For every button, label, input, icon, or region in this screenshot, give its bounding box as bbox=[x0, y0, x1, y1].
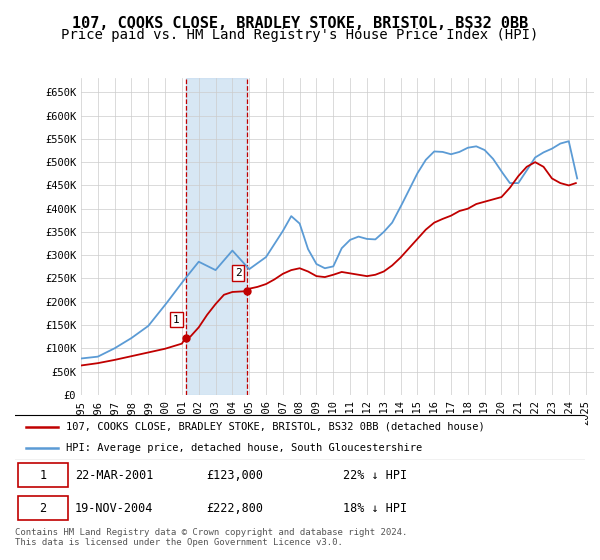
Text: 22% ↓ HPI: 22% ↓ HPI bbox=[343, 469, 407, 482]
FancyBboxPatch shape bbox=[18, 463, 68, 487]
Text: HPI: Average price, detached house, South Gloucestershire: HPI: Average price, detached house, Sout… bbox=[66, 443, 422, 453]
Text: 1: 1 bbox=[173, 315, 180, 325]
Bar bbox=[185, 78, 247, 395]
Text: 2: 2 bbox=[235, 268, 241, 278]
Text: Contains HM Land Registry data © Crown copyright and database right 2024.
This d: Contains HM Land Registry data © Crown c… bbox=[15, 528, 407, 547]
Text: £123,000: £123,000 bbox=[206, 469, 263, 482]
Text: £222,800: £222,800 bbox=[206, 502, 263, 515]
Text: Price paid vs. HM Land Registry's House Price Index (HPI): Price paid vs. HM Land Registry's House … bbox=[61, 28, 539, 42]
Text: 19-NOV-2004: 19-NOV-2004 bbox=[75, 502, 153, 515]
FancyBboxPatch shape bbox=[12, 415, 587, 460]
Text: 2: 2 bbox=[40, 502, 46, 515]
Text: 107, COOKS CLOSE, BRADLEY STOKE, BRISTOL, BS32 0BB: 107, COOKS CLOSE, BRADLEY STOKE, BRISTOL… bbox=[72, 16, 528, 31]
Text: 107, COOKS CLOSE, BRADLEY STOKE, BRISTOL, BS32 0BB (detached house): 107, COOKS CLOSE, BRADLEY STOKE, BRISTOL… bbox=[66, 422, 485, 432]
Text: 18% ↓ HPI: 18% ↓ HPI bbox=[343, 502, 407, 515]
Text: 22-MAR-2001: 22-MAR-2001 bbox=[75, 469, 153, 482]
FancyBboxPatch shape bbox=[18, 496, 68, 520]
Text: 1: 1 bbox=[40, 469, 46, 482]
